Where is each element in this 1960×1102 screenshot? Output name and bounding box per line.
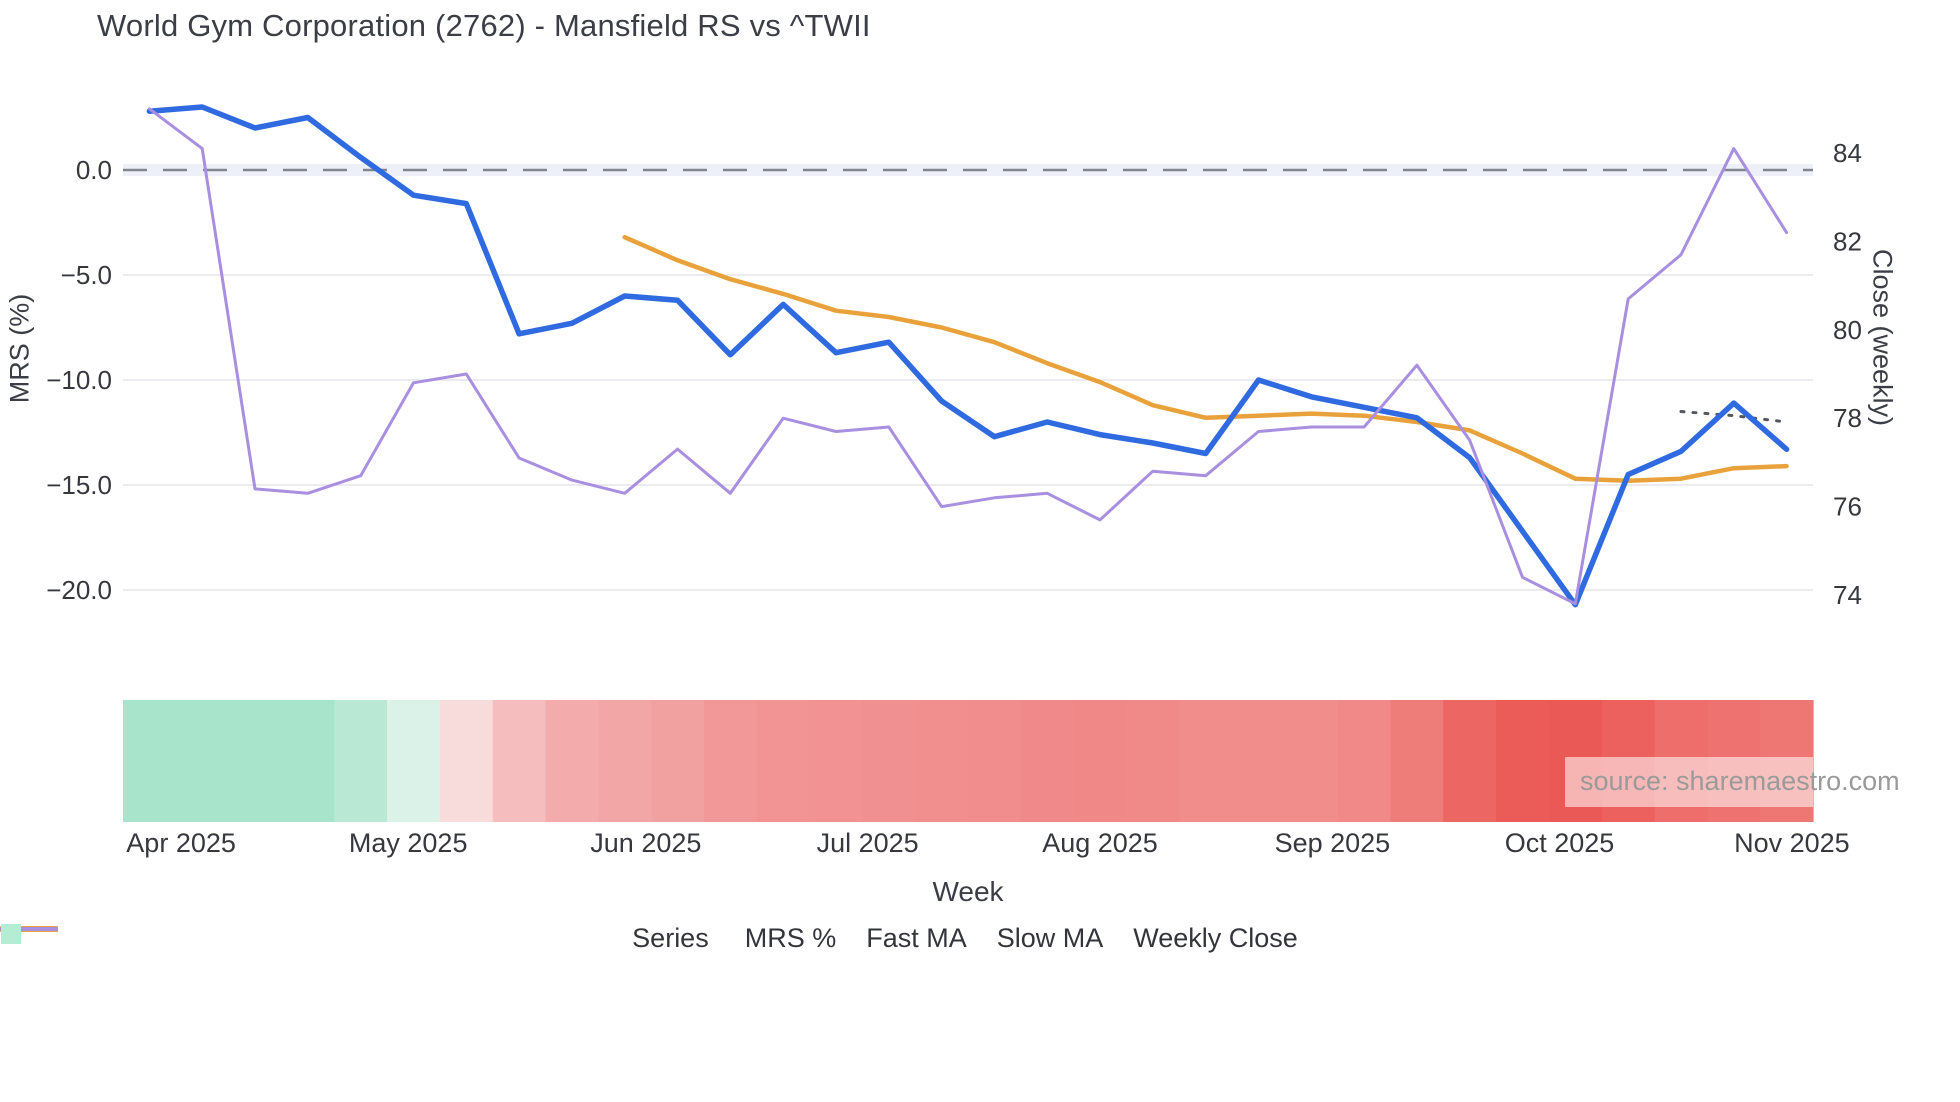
heat-band-cell (387, 700, 441, 822)
heat-band-cell (651, 700, 705, 822)
right-tick-label: 74 (1833, 580, 1862, 610)
left-tick-label: −10.0 (46, 365, 112, 395)
left-tick-label: 0.0 (76, 155, 112, 185)
legend-label-mrs: MRS % (744, 923, 837, 953)
heat-band-cell (439, 700, 494, 822)
axis-tick-labels: 0.0 −5.0 −10.0 −15.0 −20.0 84 82 80 78 76 74 Apr 20… (46, 138, 1862, 858)
chart-title: World Gym Corporation (2762) - Mansfield… (97, 8, 871, 43)
month-tick-label: Apr 2025 (126, 828, 236, 858)
heat-band-cell (228, 700, 283, 822)
right-tick-label: 84 (1833, 138, 1862, 168)
legend-item-mrs[interactable]: MRS % (0, 923, 837, 954)
right-tick-label: 78 (1833, 403, 1862, 433)
right-tick-label: 76 (1833, 492, 1862, 522)
heat-band-cell (1073, 700, 1128, 822)
legend-label-fast-ma: Fast MA (866, 923, 967, 953)
right-tick-label: 82 (1833, 226, 1862, 256)
heat-band-cell (1390, 700, 1444, 822)
month-tick-label: Sep 2025 (1275, 828, 1391, 858)
gridlines (123, 164, 1813, 591)
heat-band-cell (809, 700, 863, 822)
heat-band-cell (334, 700, 388, 822)
legend-label-slow-ma: Slow MA (996, 923, 1104, 953)
heat-band-cell (545, 700, 599, 822)
left-tick-label: −20.0 (46, 575, 112, 605)
series-line-fast-ma (622, 234, 1789, 484)
legend-item-weekly-close[interactable]: Weekly Close (0, 923, 1298, 954)
heat-band-cell (968, 700, 1022, 822)
month-tick-label: May 2025 (349, 828, 468, 858)
right-axis-title: Close (weekly) (1867, 248, 1898, 427)
series-lines (146, 104, 1790, 608)
legend: Series MRS % Fast MA Slow MA Weekly Clos… (0, 923, 1960, 954)
heat-band-cell (862, 700, 916, 822)
heat-band-cell (123, 700, 177, 822)
month-tick-label: Oct 2025 (1505, 828, 1615, 858)
heat-band-cell (1496, 700, 1550, 822)
series-line-mrs- (146, 104, 1790, 608)
legend-item-fast-ma[interactable]: Fast MA (0, 923, 967, 954)
month-tick-label: Jun 2025 (590, 828, 701, 858)
source-watermark-box (1565, 757, 1813, 807)
heat-band-cell (598, 700, 652, 822)
series-line-slow-ma (1679, 410, 1789, 424)
month-tick-label: Jul 2025 (817, 828, 919, 858)
left-tick-label: −5.0 (61, 260, 112, 290)
heat-band-cell (703, 700, 758, 822)
heat-band-cell (915, 700, 969, 822)
right-tick-label: 80 (1833, 315, 1862, 345)
legend-title: Series (632, 923, 709, 953)
heat-band-cell (1337, 700, 1392, 822)
heat-band-cell (492, 700, 547, 822)
left-tick-label: −15.0 (46, 470, 112, 500)
legend-label-weekly-close: Weekly Close (1133, 923, 1298, 953)
heat-band-cell (756, 700, 811, 822)
heat-band-cell (175, 700, 230, 822)
source-watermark-text: source: sharemaestro.com (1580, 766, 1900, 796)
heat-band-cell (1443, 700, 1497, 822)
heat-band-cell (1179, 700, 1233, 822)
heat-band-cell (1020, 700, 1075, 822)
left-axis-title: MRS (%) (4, 293, 35, 404)
x-axis-title: Week (932, 876, 1004, 907)
heat-band-cell (1126, 700, 1180, 822)
heat-band-cell (1232, 700, 1286, 822)
month-tick-label: Aug 2025 (1042, 828, 1158, 858)
heat-band-cell (281, 700, 335, 822)
legend-item-slow-ma[interactable]: Slow MA (0, 923, 1104, 954)
series-line-weekly-close (147, 107, 1789, 606)
month-tick-label: Nov 2025 (1734, 828, 1850, 858)
heat-band-cell (1284, 700, 1339, 822)
heat-band (123, 700, 1814, 822)
heatband-square-swatch-icon (1, 924, 21, 944)
